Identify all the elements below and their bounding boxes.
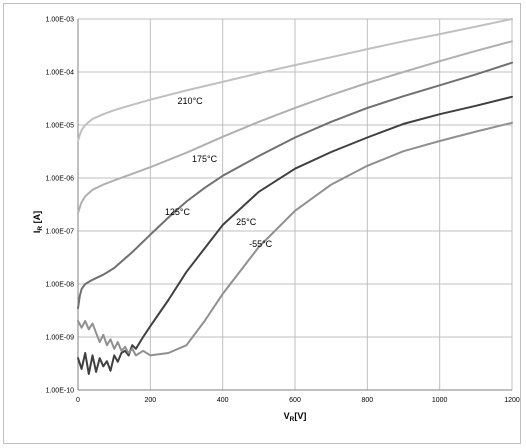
y-tick-label: 1.00E-04 bbox=[46, 70, 75, 77]
axes bbox=[77, 19, 512, 391]
x-axis-title: VR[V] bbox=[284, 411, 307, 423]
y-tick-label: 1.00E-06 bbox=[46, 176, 75, 183]
x-tick-label: 600 bbox=[289, 397, 301, 404]
x-tick-label: 400 bbox=[217, 397, 229, 404]
y-axis-title: IR [A] bbox=[32, 211, 44, 233]
series-label-210c: 210°C bbox=[178, 96, 204, 106]
x-tick-label: 0 bbox=[76, 397, 80, 404]
y-tick-label: 1.00E-08 bbox=[46, 282, 75, 289]
series-labels: 210°C 175°C 125°C 25°C -55°C bbox=[165, 96, 273, 249]
series-group bbox=[77, 18, 513, 375]
x-tick-label: 1200 bbox=[504, 397, 520, 404]
y-tick-label: 1.00E-03 bbox=[46, 17, 75, 24]
tick-labels: 1.00E-10 1.00E-09 1.00E-08 1.00E-07 1.00E-06… bbox=[46, 17, 520, 405]
series-label--55c: -55°C bbox=[249, 239, 273, 249]
series-label-125c: 125°C bbox=[165, 207, 191, 217]
y-tick-label: 1.00E-10 bbox=[46, 388, 75, 395]
series-line-175c bbox=[77, 40, 513, 214]
series-line-125c bbox=[77, 61, 513, 310]
x-tick-label: 200 bbox=[144, 397, 156, 404]
y-tick-label: 1.00E-07 bbox=[46, 229, 75, 236]
series-label-175c: 175°C bbox=[192, 154, 218, 164]
grid bbox=[77, 18, 513, 391]
x-tick-label: 800 bbox=[361, 397, 373, 404]
x-tick-label: 1000 bbox=[432, 397, 448, 404]
series-line-210c bbox=[77, 18, 513, 142]
y-tick-label: 1.00E-09 bbox=[46, 335, 75, 342]
series-line--55c bbox=[77, 121, 513, 357]
series-label-25c: 25°C bbox=[236, 217, 257, 227]
y-tick-label: 1.00E-05 bbox=[46, 123, 75, 130]
